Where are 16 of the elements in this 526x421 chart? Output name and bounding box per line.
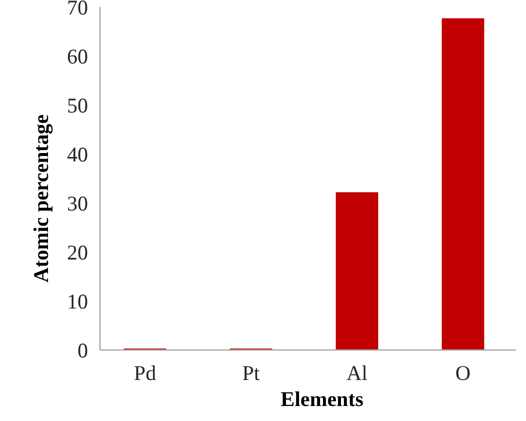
y-tick-label: 20: [67, 240, 88, 264]
x-tick-label: Al: [346, 361, 368, 385]
y-tick-label: 70: [67, 0, 88, 20]
y-axis-title: Atomic percentage: [29, 114, 53, 283]
y-tick-label: 50: [67, 93, 88, 118]
bar: [336, 192, 378, 350]
x-tick-label: Pt: [242, 361, 260, 385]
y-tick-label: 60: [67, 44, 88, 68]
y-tick-label: 0: [78, 338, 88, 362]
y-tick-label: 30: [67, 191, 88, 216]
x-tick-label: Pd: [134, 361, 157, 385]
y-tick-label: 10: [67, 289, 88, 314]
x-axis-title: Elements: [280, 387, 364, 411]
x-tick-label: O: [455, 361, 471, 385]
bar: [442, 18, 484, 350]
y-tick-label: 40: [67, 142, 88, 166]
